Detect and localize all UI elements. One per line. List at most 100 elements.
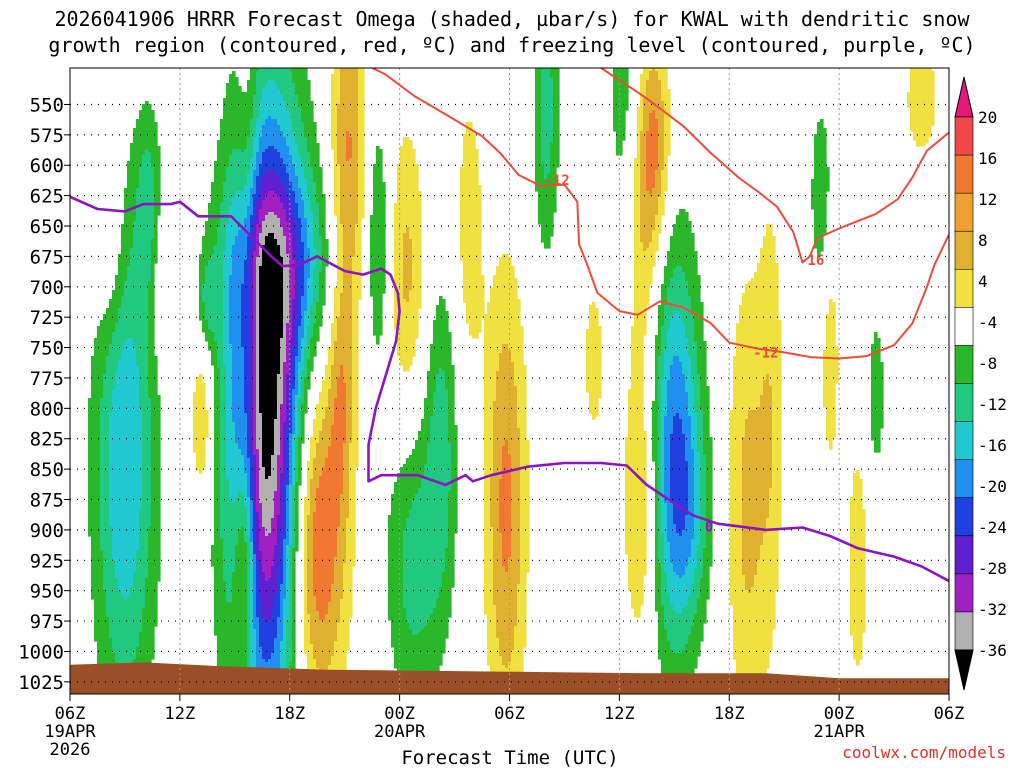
omega-cell xyxy=(310,260,317,264)
omega-cell xyxy=(316,248,323,252)
omega-cell xyxy=(298,326,305,330)
omega-cell xyxy=(253,254,260,258)
omega-cell xyxy=(412,263,422,267)
omega-cell xyxy=(226,230,239,234)
omega-cell xyxy=(631,329,647,333)
omega-cell xyxy=(331,86,341,90)
omega-cell xyxy=(223,107,254,111)
omega-cell xyxy=(646,131,659,135)
omega-cell xyxy=(403,257,413,261)
omega-cell xyxy=(220,134,251,138)
omega-cell xyxy=(256,311,260,315)
omega-cell xyxy=(256,296,260,300)
omega-cell xyxy=(673,269,683,273)
omega-cell xyxy=(484,338,524,342)
omega-cell xyxy=(661,326,671,330)
omega-cell xyxy=(304,347,311,351)
omega-cell xyxy=(295,266,299,270)
omega-cell xyxy=(253,101,260,105)
omega-cell xyxy=(244,263,251,267)
omega-cell xyxy=(340,179,359,183)
omega-cell xyxy=(763,245,776,249)
omega-cell xyxy=(541,128,554,132)
omega-cell xyxy=(343,290,353,294)
omega-cell xyxy=(148,302,155,306)
omega-cell xyxy=(292,335,296,339)
omega-cell xyxy=(661,95,671,99)
omega-cell xyxy=(274,146,290,150)
omega-cell xyxy=(676,218,689,222)
omega-cell xyxy=(313,230,320,234)
omega-cell xyxy=(310,206,320,210)
omega-cell xyxy=(541,113,554,117)
omega-cell xyxy=(229,290,242,294)
omega-cell xyxy=(643,116,650,120)
omega-cell xyxy=(358,104,365,108)
omega-cell xyxy=(124,212,137,216)
omega-cell xyxy=(346,155,353,159)
omega-cell xyxy=(334,167,341,171)
omega-cell xyxy=(202,329,212,333)
omega-cell xyxy=(232,266,245,270)
omega-cell xyxy=(319,296,326,300)
omega-cell xyxy=(310,272,314,276)
omega-cell xyxy=(814,224,827,228)
omega-cell xyxy=(151,152,161,156)
omega-cell xyxy=(199,293,203,297)
omega-cell xyxy=(223,260,233,264)
omega-cell xyxy=(376,158,383,162)
omega-cell xyxy=(253,251,260,255)
omega-cell xyxy=(433,323,449,327)
omega-cell xyxy=(490,293,518,297)
omega-cell xyxy=(241,305,251,309)
omega-cell xyxy=(283,185,293,189)
omega-cell xyxy=(103,317,119,321)
omega-cell xyxy=(829,305,836,309)
omega-cell xyxy=(289,353,293,357)
omega-cell xyxy=(316,182,323,186)
omega-cell xyxy=(403,269,413,273)
omega-cell xyxy=(694,329,704,333)
omega-cell xyxy=(334,290,344,294)
omega-cell xyxy=(334,314,341,318)
omega-cell xyxy=(358,209,365,213)
omega-cell xyxy=(370,224,386,228)
omega-cell xyxy=(316,305,323,309)
omega-cell xyxy=(667,263,698,267)
omega-cell xyxy=(310,152,320,156)
omega-cell xyxy=(658,305,665,309)
omega-cell xyxy=(118,308,149,312)
omega-cell xyxy=(280,248,287,252)
omega-cell xyxy=(202,239,218,243)
omega-cell xyxy=(205,305,224,309)
omega-cell xyxy=(316,251,323,255)
omega-cell xyxy=(535,92,542,96)
omega-cell xyxy=(289,146,299,150)
omega-cell xyxy=(253,242,257,246)
omega-cell xyxy=(142,104,152,108)
omega-cell xyxy=(460,224,482,228)
omega-cell xyxy=(394,215,422,219)
omega-cell xyxy=(766,227,773,231)
omega-cell xyxy=(463,296,485,300)
omega-cell xyxy=(541,116,554,120)
omega-cell xyxy=(340,185,359,189)
omega-cell xyxy=(259,329,284,333)
omega-cell xyxy=(259,233,269,237)
omega-cell xyxy=(358,206,365,210)
omega-cell xyxy=(646,248,659,252)
omega-cell xyxy=(637,152,641,156)
omega-cell xyxy=(151,245,158,249)
omega-cell xyxy=(112,293,125,297)
omega-cell xyxy=(352,311,359,315)
omega-cell xyxy=(211,188,224,192)
omega-cell xyxy=(739,308,779,312)
omega-cell xyxy=(811,191,827,195)
omega-cell xyxy=(253,98,263,102)
omega-cell xyxy=(631,347,644,351)
omega-cell xyxy=(229,302,242,306)
omega-cell xyxy=(298,236,302,240)
omega-cell xyxy=(247,182,254,186)
omega-cell xyxy=(694,323,704,327)
omega-cell xyxy=(298,260,305,264)
